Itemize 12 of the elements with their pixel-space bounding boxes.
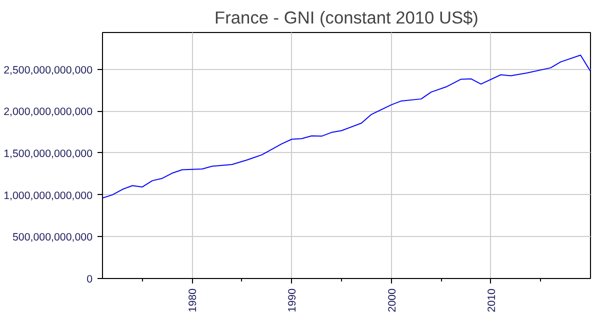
- y-tick-label: 1,000,000,000,000: [4, 190, 93, 202]
- x-tick-label: 1980: [187, 288, 200, 312]
- chart-title: France - GNI (constant 2010 US$): [214, 8, 478, 28]
- x-tick-label: 2000: [386, 288, 398, 312]
- y-tick-label: 0: [86, 274, 93, 286]
- x-tick-label: 1990: [286, 288, 299, 312]
- y-tick-label: 1,500,000,000,000: [4, 148, 93, 160]
- x-tick-label: 2010: [486, 288, 498, 312]
- y-tick-label: 500,000,000,000: [12, 232, 93, 244]
- y-tick-label: 2,000,000,000,000: [4, 106, 93, 118]
- y-tick-label: 2,500,000,000,000: [4, 64, 93, 76]
- line-series: [102, 54, 590, 199]
